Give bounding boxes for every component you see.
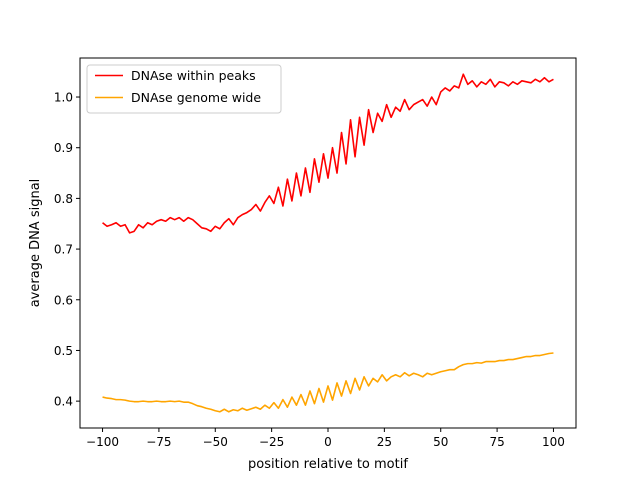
series-layer [102, 73, 554, 413]
legend-label-peaks: DNAse within peaks [131, 68, 256, 83]
x-tick-label: 100 [542, 435, 565, 449]
y-tick-label: 1.0 [54, 91, 73, 105]
x-axis-ticks: −100 −75 −50 −25 0 25 50 75 100 [86, 428, 565, 449]
y-tick-label: 0.4 [54, 395, 73, 409]
y-tick-label: 0.6 [54, 293, 73, 307]
y-tick-label: 0.9 [54, 141, 73, 155]
x-tick-label: −50 [203, 435, 228, 449]
y-tick-label: 0.7 [54, 243, 73, 257]
plot-area [80, 58, 576, 428]
legend-label-genome: DNAse genome wide [131, 90, 261, 105]
x-tick-label: 0 [324, 435, 332, 449]
x-axis-label: position relative to motif [248, 457, 408, 472]
series-line-peaks [102, 73, 554, 234]
y-axis-label: average DNA signal [28, 179, 43, 308]
x-tick-label: 75 [489, 435, 504, 449]
y-tick-label: 0.8 [54, 192, 73, 206]
legend: DNAse within peaks DNAse genome wide [86, 64, 282, 114]
series-line-genome [102, 352, 554, 413]
x-tick-label: −100 [86, 435, 119, 449]
y-tick-label: 0.5 [54, 344, 73, 358]
legend-frame [86, 64, 282, 114]
y-axis-ticks: 0.4 0.5 0.6 0.7 0.8 0.9 1.0 [54, 91, 80, 409]
x-tick-label: 25 [377, 435, 392, 449]
x-tick-label: −75 [146, 435, 171, 449]
x-tick-label: −25 [259, 435, 284, 449]
x-tick-label: 50 [433, 435, 448, 449]
